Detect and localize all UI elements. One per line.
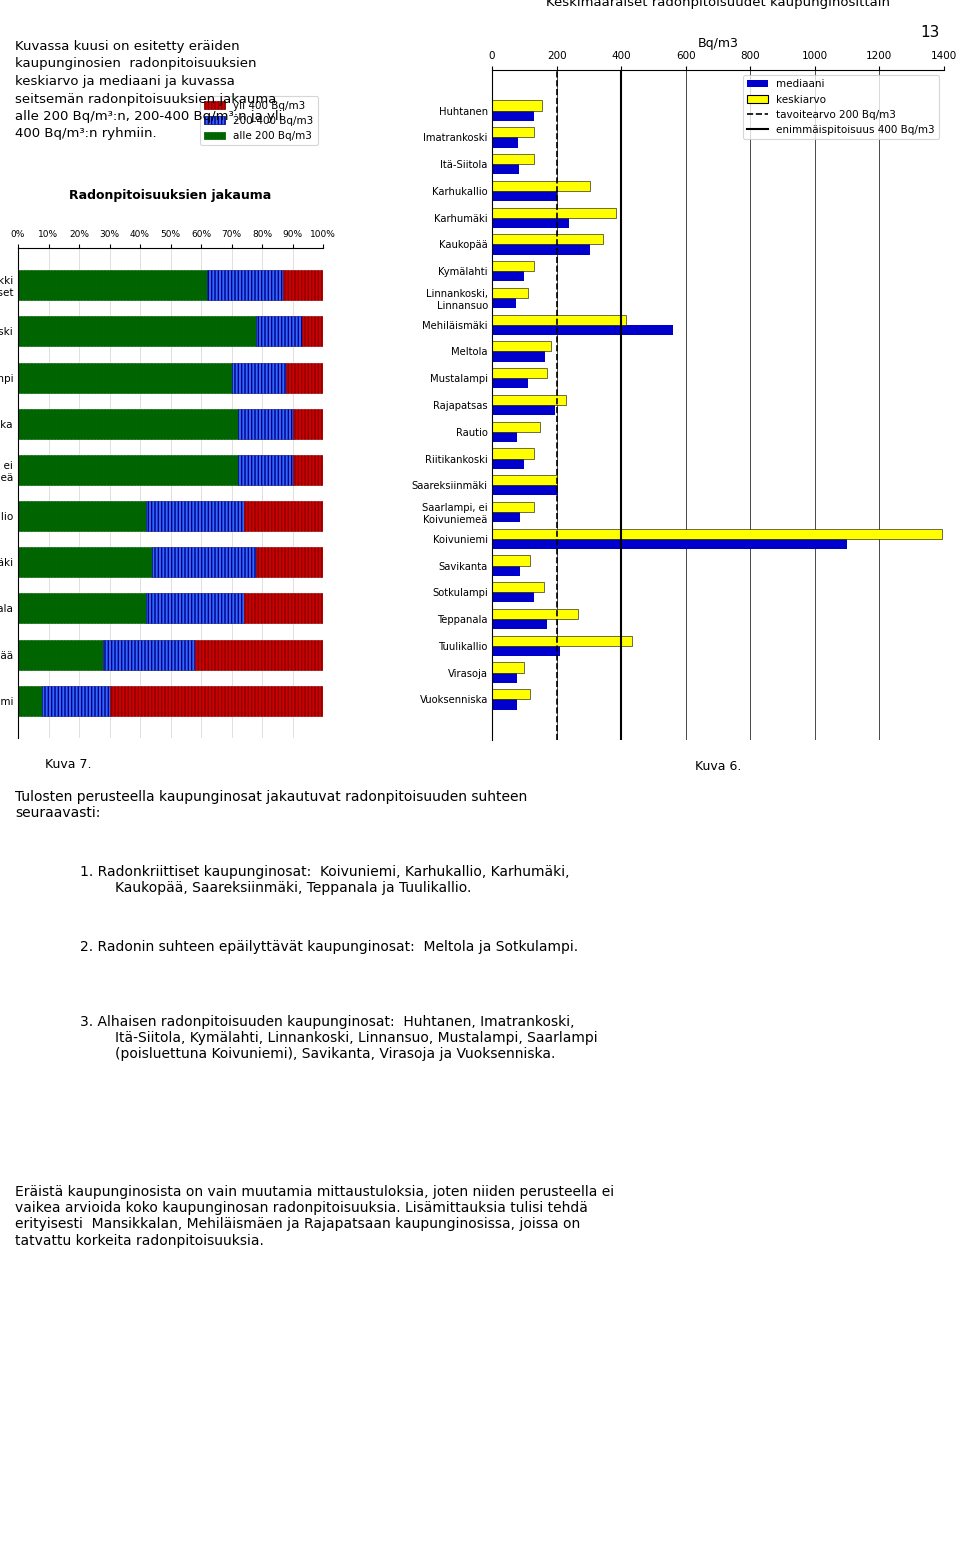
- Bar: [492, 662, 523, 673]
- Text: 3. Alhaisen radonpitoisuuden kaupunginosat:  Huhtanen, Imatrankoski,
        Itä: 3. Alhaisen radonpitoisuuden kaupunginos…: [80, 1016, 598, 1061]
- Bar: [492, 244, 590, 255]
- Bar: [492, 421, 540, 432]
- Text: Kuva 6.: Kuva 6.: [695, 761, 741, 773]
- Bar: [492, 502, 534, 512]
- Bar: [18, 316, 256, 346]
- Bar: [18, 640, 104, 670]
- Bar: [492, 394, 566, 405]
- Bar: [238, 455, 293, 485]
- Bar: [492, 341, 551, 352]
- Title: Keskimääräiset radonpitoisuudet kaupunginosittain: Keskimääräiset radonpitoisuudet kaupungi…: [546, 0, 890, 9]
- Bar: [492, 538, 847, 549]
- Bar: [492, 646, 560, 656]
- Text: 13: 13: [920, 25, 940, 41]
- Legend: mediaani, keskiarvo, tavoitearvo 200 Bq/m3, enimmäispitoisuus 400 Bq/m3: mediaani, keskiarvo, tavoitearvo 200 Bq/…: [743, 75, 939, 139]
- Bar: [492, 261, 534, 271]
- Bar: [492, 153, 534, 164]
- Bar: [104, 640, 195, 670]
- Bar: [492, 271, 524, 282]
- Bar: [492, 635, 633, 646]
- Bar: [195, 640, 323, 670]
- Title: Radonpitoisuuksien jakauma: Radonpitoisuuksien jakauma: [69, 189, 272, 202]
- Bar: [283, 271, 323, 300]
- Bar: [492, 127, 534, 138]
- Bar: [492, 556, 530, 565]
- Bar: [492, 379, 527, 388]
- Bar: [492, 582, 543, 592]
- Bar: [18, 685, 42, 715]
- Bar: [146, 593, 244, 623]
- Bar: [492, 191, 557, 200]
- Bar: [492, 700, 517, 709]
- Bar: [492, 459, 524, 468]
- Bar: [492, 476, 557, 485]
- Bar: [492, 689, 530, 700]
- Bar: [492, 352, 545, 362]
- Bar: [492, 208, 616, 218]
- Bar: [293, 455, 323, 485]
- Bar: [256, 548, 323, 577]
- X-axis label: Bq/m3: Bq/m3: [698, 38, 738, 50]
- Bar: [492, 432, 517, 441]
- Bar: [146, 501, 244, 531]
- Text: Tulosten perusteella kaupunginosat jakautuvat radonpitoisuuden suhteen
seuraavas: Tulosten perusteella kaupunginosat jakau…: [15, 790, 527, 820]
- Bar: [244, 593, 323, 623]
- Bar: [492, 164, 519, 174]
- Bar: [492, 111, 534, 121]
- Bar: [492, 297, 516, 308]
- Bar: [18, 455, 238, 485]
- Bar: [153, 548, 256, 577]
- Bar: [492, 180, 590, 191]
- Text: Kuvassa kuusi on esitetty eräiden
kaupunginosien  radonpitoisuuksien
keskiarvo j: Kuvassa kuusi on esitetty eräiden kaupun…: [15, 41, 282, 141]
- Text: Kuva 7.: Kuva 7.: [45, 757, 91, 772]
- Bar: [256, 316, 301, 346]
- Bar: [18, 501, 146, 531]
- Bar: [244, 501, 323, 531]
- Bar: [492, 529, 943, 538]
- Bar: [492, 485, 558, 496]
- Bar: [286, 363, 323, 393]
- Bar: [492, 609, 578, 620]
- Text: 2. Radonin suhteen epäilyttävät kaupunginosat:  Meltola ja Sotkulampi.: 2. Radonin suhteen epäilyttävät kaupungi…: [80, 941, 578, 955]
- Bar: [492, 288, 527, 297]
- Bar: [492, 218, 569, 228]
- Bar: [109, 685, 323, 715]
- Bar: [42, 685, 109, 715]
- Bar: [18, 593, 146, 623]
- Bar: [293, 408, 323, 438]
- Bar: [18, 271, 207, 300]
- Text: 1. Radonkriittiset kaupunginosat:  Koivuniemi, Karhukallio, Karhumäki,
        K: 1. Radonkriittiset kaupunginosat: Koivun…: [80, 865, 569, 895]
- Bar: [492, 592, 534, 603]
- Bar: [492, 100, 542, 111]
- Bar: [492, 512, 520, 523]
- Text: Eräistä kaupunginosista on vain muutamia mittaustuloksia, joten niiden perusteel: Eräistä kaupunginosista on vain muutamia…: [15, 1185, 614, 1247]
- Bar: [492, 315, 626, 324]
- Bar: [492, 448, 534, 459]
- Bar: [18, 363, 231, 393]
- Bar: [238, 408, 293, 438]
- Bar: [492, 138, 517, 147]
- Bar: [492, 673, 517, 682]
- Bar: [492, 405, 555, 415]
- Bar: [207, 271, 283, 300]
- Bar: [492, 565, 520, 576]
- Bar: [301, 316, 323, 346]
- Bar: [492, 235, 604, 244]
- Bar: [492, 368, 547, 379]
- Bar: [492, 324, 673, 335]
- Bar: [18, 548, 153, 577]
- Bar: [231, 363, 286, 393]
- Bar: [18, 408, 238, 438]
- Legend: yli 400 Bq/m3, 200-400 Bq/m3, alle 200 Bq/m3: yli 400 Bq/m3, 200-400 Bq/m3, alle 200 B…: [200, 97, 318, 146]
- Bar: [492, 620, 547, 629]
